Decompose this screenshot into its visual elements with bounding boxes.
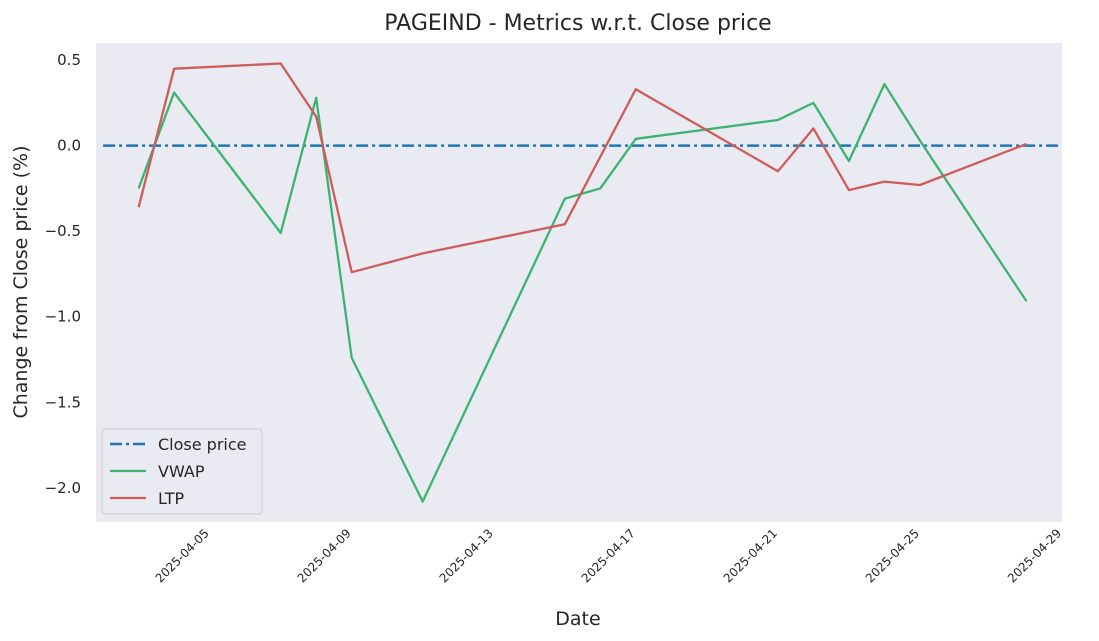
- y-tick-label: −1.0: [45, 308, 81, 326]
- x-tick-label: 2025-04-25: [863, 526, 922, 585]
- legend-box: [101, 428, 263, 515]
- series-line-vwap: [137, 82, 1028, 503]
- legend-label: VWAP: [158, 462, 205, 481]
- y-tick-label: 0.5: [57, 51, 81, 69]
- x-axis-ticks: 2025-04-05 2025-04-09 2025-04-13 2025-04-17…: [153, 526, 1065, 585]
- x-tick-label: 2025-04-09: [295, 526, 354, 585]
- x-tick-label: 2025-04-05: [153, 526, 212, 585]
- legend-label: LTP: [158, 489, 184, 508]
- series-line-ltp: [137, 62, 1027, 274]
- y-axis-title: Change from Close price (%): [10, 145, 32, 418]
- x-tick-label: 2025-04-21: [721, 526, 780, 585]
- y-tick-label: 0.0: [57, 137, 81, 155]
- y-tick-label: −1.5: [45, 393, 81, 411]
- y-tick-label: −2.0: [45, 479, 81, 497]
- chart-title: PAGEIND - Metrics w.r.t. Close price: [384, 11, 771, 36]
- x-tick-label: 2025-04-29: [1005, 526, 1064, 585]
- x-tick-label: 2025-04-17: [579, 526, 638, 585]
- series-layer: [103, 62, 1062, 503]
- y-axis-ticks: −2.0 −1.5 −1.0 −0.5 0.0 0.5: [45, 51, 81, 497]
- x-axis-title: Date: [555, 608, 600, 630]
- x-tick-label: 2025-04-13: [437, 526, 496, 585]
- y-tick-label: −0.5: [45, 222, 81, 240]
- legend-label: Close price: [158, 435, 247, 454]
- legend: Close price VWAP LTP: [101, 428, 263, 515]
